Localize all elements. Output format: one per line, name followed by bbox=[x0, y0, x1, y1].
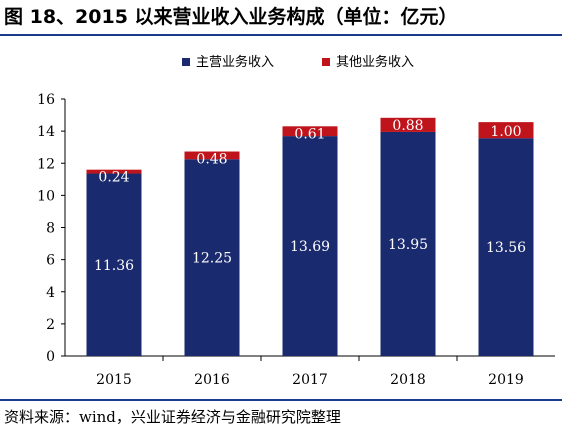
bar-segment-primary bbox=[380, 131, 436, 356]
stacked-bar-chart: 主营业务收入 其他业务收入 0 2 4 6 8 10 12 14 16 2015 2016 2017 20… bbox=[37, 54, 555, 388]
source-note: 资料来源：wind，兴业证券经济与金融研究院整理 bbox=[4, 408, 341, 426]
x-tick-label: 2017 bbox=[292, 372, 328, 388]
bar-segment-other bbox=[282, 126, 338, 137]
bars bbox=[86, 117, 534, 356]
legend-swatch-1 bbox=[182, 58, 190, 66]
y-tick-label: 4 bbox=[46, 285, 55, 301]
data-label-primary: 12.25 bbox=[192, 251, 232, 267]
legend-label-1: 主营业务收入 bbox=[196, 54, 274, 70]
y-tick-label: 8 bbox=[46, 221, 55, 237]
data-label-primary: 13.95 bbox=[388, 237, 428, 253]
data-label-primary: 13.69 bbox=[290, 239, 330, 255]
y-tick-label: 6 bbox=[46, 253, 55, 269]
bottom-rule bbox=[0, 399, 562, 401]
data-label-primary: 13.56 bbox=[486, 240, 526, 256]
y-tick-label: 14 bbox=[37, 124, 55, 140]
data-label-other: 0.61 bbox=[294, 126, 325, 142]
bar-segment-primary bbox=[282, 136, 338, 356]
data-label-other: 0.24 bbox=[98, 170, 129, 186]
y-tick-label: 0 bbox=[46, 349, 55, 365]
x-tick-label: 2015 bbox=[96, 372, 132, 388]
x-tick-label: 2018 bbox=[390, 372, 426, 388]
data-label-primary: 11.36 bbox=[94, 258, 134, 274]
bar-segment-other bbox=[86, 169, 142, 174]
y-tick-label: 12 bbox=[37, 156, 55, 172]
legend-label-2: 其他业务收入 bbox=[336, 54, 414, 70]
y-tick-label: 2 bbox=[46, 317, 55, 333]
bar-segment-primary bbox=[478, 138, 534, 356]
data-label-other: 0.88 bbox=[392, 118, 423, 134]
bar-segment-other bbox=[184, 151, 240, 160]
bar-segment-other bbox=[478, 122, 534, 139]
bar-segment-other bbox=[380, 117, 436, 132]
y-tick-label: 16 bbox=[37, 92, 55, 108]
bar-segment-primary bbox=[184, 159, 240, 356]
bar-segment-primary bbox=[86, 173, 142, 356]
figure-title: 图 18、2015 以来营业收入业务构成（单位：亿元） bbox=[4, 6, 458, 28]
axes: 0 2 4 6 8 10 12 14 16 2015 2016 2017 2018 2019 bbox=[37, 92, 555, 388]
x-tick-label: 2016 bbox=[194, 372, 230, 388]
legend-swatch-2 bbox=[322, 58, 330, 66]
data-label-other: 1.00 bbox=[490, 124, 521, 140]
legend: 主营业务收入 其他业务收入 bbox=[182, 54, 414, 70]
data-labels: 11.36 0.24 12.25 0.48 13.69 0.61 13.95 0.88 13.5… bbox=[94, 118, 526, 274]
data-label-other: 0.48 bbox=[196, 152, 227, 168]
top-rule bbox=[0, 34, 562, 36]
x-tick-label: 2019 bbox=[488, 372, 524, 388]
y-tick-label: 10 bbox=[37, 188, 55, 204]
